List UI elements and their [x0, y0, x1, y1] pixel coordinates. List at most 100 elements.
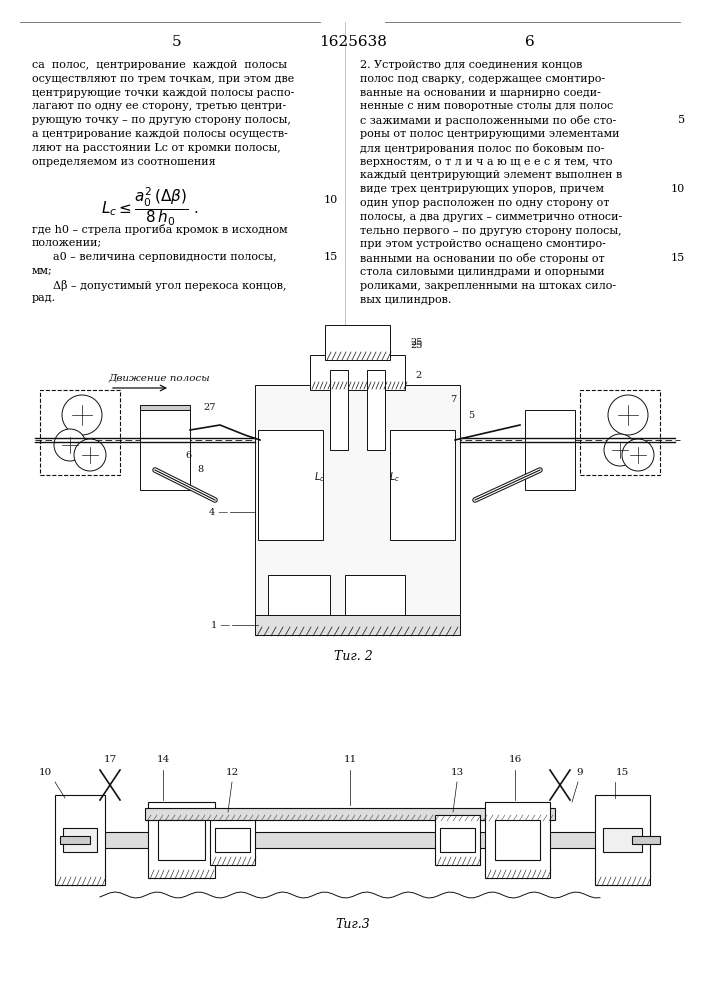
Bar [330, 370, 348, 450]
Text: 27: 27 [204, 403, 216, 412]
Text: a0 – величина серповидности полосы,: a0 – величина серповидности полосы, [32, 252, 276, 262]
Bar [632, 836, 660, 844]
Bar [55, 795, 105, 885]
Text: стола силовыми цилиндрами и опорными: стола силовыми цилиндрами и опорными [360, 267, 604, 277]
Text: 10: 10 [38, 768, 52, 777]
Text: рад.: рад. [32, 293, 56, 303]
Text: роликами, закрепленными на штоках сило-: роликами, закрепленными на штоках сило- [360, 281, 616, 291]
Bar [595, 795, 650, 885]
Text: полосы, а два других – симметрично относи-: полосы, а два других – симметрично относ… [360, 212, 622, 222]
Text: 25: 25 [410, 341, 422, 350]
Text: 13: 13 [450, 768, 464, 777]
Bar [63, 828, 97, 852]
Bar [485, 802, 550, 878]
Bar [148, 802, 215, 878]
Text: мм;: мм; [32, 266, 53, 276]
Bar [495, 820, 540, 860]
Bar [145, 808, 555, 820]
Text: ненные с ним поворотные столы для полос: ненные с ним поворотные столы для полос [360, 101, 613, 111]
Bar [158, 820, 205, 860]
Text: ванные на основании и шарнирно соеди-: ванные на основании и шарнирно соеди- [360, 88, 601, 98]
Bar [580, 390, 660, 475]
Text: 5: 5 [173, 35, 182, 49]
Bar [40, 390, 120, 475]
Text: 16: 16 [508, 755, 522, 764]
Text: положении;: положении; [32, 238, 103, 248]
Text: Τиг. 2: Τиг. 2 [334, 650, 373, 663]
Text: 4 —: 4 — [209, 508, 228, 517]
Text: центрирующие точки каждой полосы распо-: центрирующие точки каждой полосы распо- [32, 88, 294, 98]
Text: $L_c$: $L_c$ [390, 470, 401, 484]
Text: лагают по одну ее сторону, третью центри-: лагают по одну ее сторону, третью центри… [32, 101, 286, 111]
Bar [215, 828, 250, 852]
Bar [440, 828, 475, 852]
Text: рующую точку – по другую сторону полосы,: рующую точку – по другую сторону полосы, [32, 115, 291, 125]
Text: 11: 11 [344, 755, 356, 764]
Text: ванными на основании по обе стороны от: ванными на основании по обе стороны от [360, 253, 604, 264]
Text: один упор расположен по одну сторону от: один упор расположен по одну сторону от [360, 198, 609, 208]
Text: 15: 15 [671, 253, 685, 263]
Bar [310, 355, 405, 390]
Text: 14: 14 [156, 755, 170, 764]
Text: 15: 15 [615, 768, 629, 777]
Text: роны от полос центрирующими элементами: роны от полос центрирующими элементами [360, 129, 619, 139]
Text: с зажимами и расположенными по обе сто-: с зажимами и расположенными по обе сто- [360, 115, 617, 126]
Text: а центрирование каждой полосы осуществ-: а центрирование каждой полосы осуществ- [32, 129, 288, 139]
Bar [325, 325, 390, 360]
Bar [85, 832, 623, 848]
Circle shape [604, 434, 636, 466]
Text: тельно первого – по другую сторону полосы,: тельно первого – по другую сторону полос… [360, 226, 621, 236]
Text: 15: 15 [324, 252, 338, 262]
Text: ляют на расстоянии Lc от кромки полосы,: ляют на расстоянии Lc от кромки полосы, [32, 143, 281, 153]
Bar [255, 615, 460, 635]
Circle shape [608, 395, 648, 435]
Bar [258, 430, 323, 540]
Text: $L_c \leq \dfrac{a^2_0\,(\Delta\beta)}{8\,h_0}$ .: $L_c \leq \dfrac{a^2_0\,(\Delta\beta)}{8… [101, 185, 199, 228]
Text: при этом устройство оснащено смонтиро-: при этом устройство оснащено смонтиро- [360, 239, 606, 249]
Text: полос под сварку, содержащее смонтиро-: полос под сварку, содержащее смонтиро- [360, 74, 605, 84]
Text: 10: 10 [324, 195, 338, 205]
Text: 10: 10 [671, 184, 685, 194]
Bar [268, 575, 330, 615]
Bar [525, 410, 575, 490]
Bar [367, 370, 385, 450]
Text: осуществляют по трем точкам, при этом две: осуществляют по трем точкам, при этом дв… [32, 74, 294, 84]
Bar [60, 836, 90, 844]
Text: Δβ – допустимый угол перекоса концов,: Δβ – допустимый угол перекоса концов, [32, 280, 286, 291]
Bar [390, 430, 455, 540]
Bar [140, 410, 190, 490]
Circle shape [54, 429, 86, 461]
Circle shape [622, 439, 654, 471]
Bar [140, 405, 190, 410]
Text: 17: 17 [103, 755, 117, 764]
Text: где h0 – стрела прогиба кромок в исходном: где h0 – стрела прогиба кромок в исходно… [32, 224, 288, 235]
Text: Τиг.3: Τиг.3 [336, 918, 370, 931]
Text: 5: 5 [468, 411, 474, 420]
Text: виде трех центрирующих упоров, причем: виде трех центрирующих упоров, причем [360, 184, 604, 194]
Text: Движение полосы: Движение полосы [108, 374, 210, 383]
Text: 8: 8 [197, 465, 203, 474]
Text: са  полос,  центрирование  каждой  полосы: са полос, центрирование каждой полосы [32, 60, 287, 70]
Circle shape [74, 439, 106, 471]
Text: 5: 5 [678, 115, 685, 125]
Bar [210, 815, 255, 865]
Text: каждый центрирующий элемент выполнен в: каждый центрирующий элемент выполнен в [360, 170, 622, 180]
Text: 1 —: 1 — [211, 621, 230, 630]
Text: 2: 2 [415, 371, 421, 380]
Circle shape [62, 395, 102, 435]
Text: вых цилиндров.: вых цилиндров. [360, 295, 451, 305]
Text: для центрирования полос по боковым по-: для центрирования полос по боковым по- [360, 143, 604, 154]
Text: 7: 7 [450, 395, 456, 404]
Text: 6: 6 [185, 451, 191, 460]
Text: 2. Устройство для соединения концов: 2. Устройство для соединения концов [360, 60, 583, 70]
Bar [255, 385, 460, 635]
Bar [345, 575, 405, 615]
Text: 12: 12 [226, 768, 239, 777]
Text: 1625638: 1625638 [319, 35, 387, 49]
Text: верхностям, о т л и ч а ю щ е е с я тем, что: верхностям, о т л и ч а ю щ е е с я тем,… [360, 157, 612, 167]
Text: определяемом из соотношения: определяемом из соотношения [32, 157, 216, 167]
Bar [603, 828, 642, 852]
Text: 9: 9 [577, 768, 583, 777]
Bar [435, 815, 480, 865]
Text: 6: 6 [525, 35, 535, 49]
